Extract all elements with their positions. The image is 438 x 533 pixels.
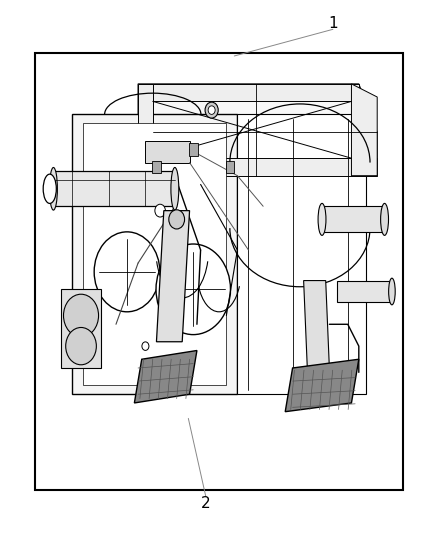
Circle shape [64, 294, 99, 337]
Polygon shape [304, 280, 329, 368]
Ellipse shape [171, 167, 179, 210]
Bar [189, 143, 198, 156]
Circle shape [66, 327, 96, 365]
Polygon shape [145, 141, 190, 163]
Polygon shape [156, 211, 190, 342]
Polygon shape [83, 123, 226, 385]
Polygon shape [138, 84, 153, 176]
Circle shape [155, 204, 166, 217]
Circle shape [164, 237, 171, 246]
Polygon shape [138, 158, 377, 176]
Polygon shape [351, 84, 377, 176]
Circle shape [94, 232, 160, 312]
Ellipse shape [318, 204, 326, 236]
Ellipse shape [389, 278, 395, 305]
Polygon shape [237, 115, 366, 394]
Polygon shape [61, 289, 101, 368]
Bar [152, 160, 161, 173]
Circle shape [169, 210, 184, 229]
Polygon shape [337, 280, 392, 302]
Polygon shape [322, 206, 385, 232]
Bar [35, 53, 403, 490]
Polygon shape [138, 84, 377, 176]
Text: 2: 2 [201, 496, 211, 511]
Polygon shape [53, 106, 377, 411]
Polygon shape [138, 84, 359, 101]
Polygon shape [72, 115, 237, 394]
Polygon shape [134, 351, 197, 403]
Ellipse shape [49, 167, 57, 210]
Circle shape [156, 244, 230, 335]
Bar [226, 160, 234, 173]
Ellipse shape [381, 204, 389, 236]
Polygon shape [285, 359, 359, 411]
Text: 1: 1 [328, 17, 338, 31]
Circle shape [142, 342, 149, 350]
Ellipse shape [43, 174, 57, 204]
Circle shape [205, 102, 218, 118]
Circle shape [208, 106, 215, 115]
Polygon shape [53, 171, 175, 206]
